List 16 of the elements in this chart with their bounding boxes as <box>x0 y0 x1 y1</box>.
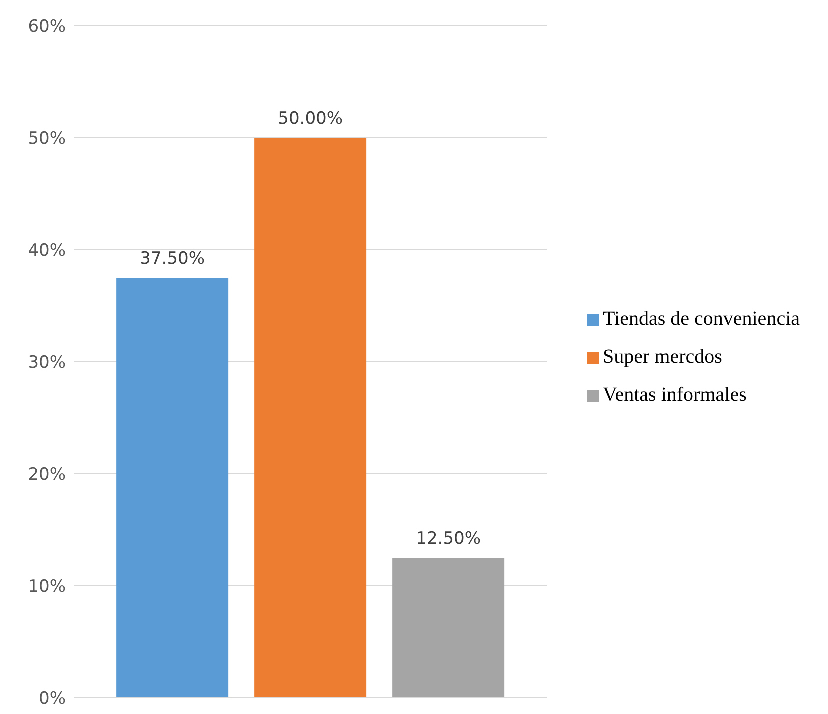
bar <box>116 278 229 698</box>
y-tick-label: 50% <box>28 129 66 150</box>
y-tick-label: 40% <box>28 241 66 262</box>
bar <box>254 138 367 698</box>
y-tick-label: 0% <box>39 689 66 710</box>
legend-label: Tiendas de conveniencia <box>603 308 800 330</box>
bar <box>392 558 505 698</box>
data-label: 12.50% <box>416 529 481 549</box>
data-label: 50.00% <box>278 109 343 129</box>
y-tick-label: 10% <box>28 577 66 598</box>
legend-label: Ventas informales <box>603 384 747 406</box>
y-tick-label: 60% <box>28 17 66 38</box>
legend-label: Super mercdos <box>603 346 722 368</box>
y-tick-label: 30% <box>28 353 66 374</box>
data-label: 37.50% <box>140 249 205 269</box>
y-tick-label: 20% <box>28 465 66 486</box>
